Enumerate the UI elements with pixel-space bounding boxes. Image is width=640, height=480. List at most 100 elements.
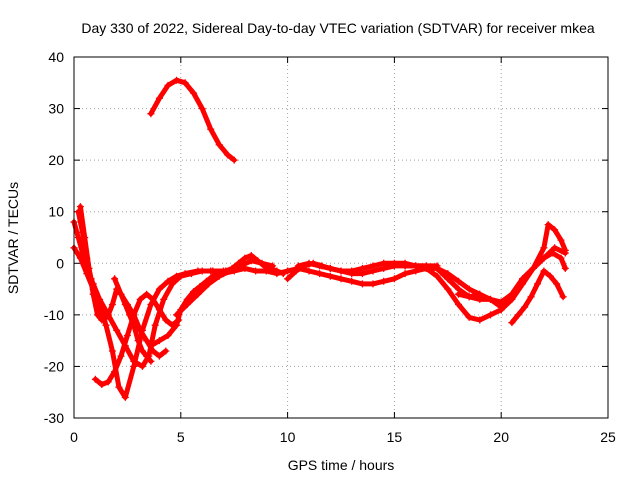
data-point (369, 262, 377, 270)
data-point (401, 262, 409, 270)
data-point (143, 352, 151, 360)
series-arc-9 (173, 257, 277, 319)
x-tick-label: 20 (493, 429, 509, 445)
data-point (98, 316, 106, 324)
data-point (164, 332, 172, 339)
data-point (205, 280, 213, 288)
data-point (117, 290, 125, 298)
data-point (269, 262, 277, 270)
data-point (514, 311, 522, 319)
y-tick-label: 10 (48, 204, 64, 220)
series-line (148, 77, 237, 163)
data-point (527, 293, 535, 301)
data-point (337, 275, 345, 283)
data-point (465, 293, 473, 301)
data-point (241, 254, 249, 262)
data-point (465, 285, 473, 293)
data-point (247, 257, 255, 265)
data-point (160, 295, 168, 303)
data-point (136, 295, 144, 303)
data-point (91, 375, 99, 383)
data-point (113, 326, 121, 334)
data-point (149, 347, 157, 355)
data-point (117, 352, 125, 360)
data-point (561, 246, 569, 254)
data-point (207, 267, 215, 275)
y-tick-label: 30 (48, 101, 64, 117)
y-tick-label: -10 (44, 307, 64, 323)
data-point (534, 280, 541, 288)
data-point (284, 267, 292, 275)
data-point (143, 337, 151, 345)
series-arc-15 (455, 221, 569, 311)
y-tick-label: -20 (44, 358, 64, 374)
data-point (544, 221, 552, 229)
data-point (529, 264, 537, 272)
data-point (337, 267, 345, 275)
x-tick-label: 10 (280, 429, 296, 445)
data-point (380, 259, 388, 267)
data-point (138, 362, 146, 370)
y-tick-label: -30 (44, 410, 64, 426)
series-arc-11 (284, 264, 441, 288)
data-point (540, 244, 548, 252)
data-point (111, 275, 119, 283)
data-point (444, 285, 452, 293)
data-point (155, 94, 163, 102)
data-point (380, 277, 388, 285)
data-point (551, 226, 559, 234)
data-series (70, 76, 569, 401)
data-point (519, 275, 527, 283)
data-point (190, 288, 198, 296)
data-point (89, 290, 97, 298)
data-point (173, 272, 180, 280)
data-point (557, 236, 565, 244)
data-point (412, 262, 420, 270)
data-point (465, 313, 473, 321)
data-point (147, 357, 155, 365)
data-point (224, 151, 232, 159)
data-point (149, 295, 157, 303)
series-line (77, 204, 105, 323)
data-point (390, 275, 398, 283)
data-point (108, 301, 116, 308)
data-point (98, 381, 106, 388)
data-point (108, 347, 116, 355)
data-point (487, 311, 494, 319)
data-point (190, 89, 198, 97)
x-tick-label: 15 (387, 429, 403, 445)
data-point (155, 306, 163, 314)
x-tick-label: 25 (600, 429, 616, 445)
series-arc-7 (111, 275, 170, 360)
y-tick-label: 20 (48, 152, 64, 168)
plot-frame (73, 56, 609, 419)
data-point (487, 295, 494, 303)
data-point (194, 267, 202, 275)
data-point (540, 267, 548, 275)
data-point (151, 321, 159, 329)
data-point (164, 81, 172, 89)
series-line (92, 291, 182, 387)
series-arc-16 (508, 267, 567, 327)
series-line (174, 258, 276, 318)
data-point (546, 272, 554, 280)
data-point (173, 321, 180, 329)
data-point (76, 254, 84, 262)
data-point (104, 311, 112, 319)
data-point (305, 259, 313, 267)
y-tick-label: 0 (56, 255, 64, 271)
data-point (305, 267, 313, 275)
data-point (455, 301, 462, 308)
x-tick-label: 5 (177, 429, 185, 445)
data-point (121, 393, 129, 401)
data-point (130, 311, 138, 319)
data-point (294, 262, 302, 270)
data-point (316, 262, 324, 270)
data-point (134, 337, 142, 345)
data-point (181, 270, 189, 278)
data-point (433, 264, 441, 272)
data-point (230, 156, 238, 164)
series-line (75, 209, 154, 364)
data-point (155, 285, 163, 293)
